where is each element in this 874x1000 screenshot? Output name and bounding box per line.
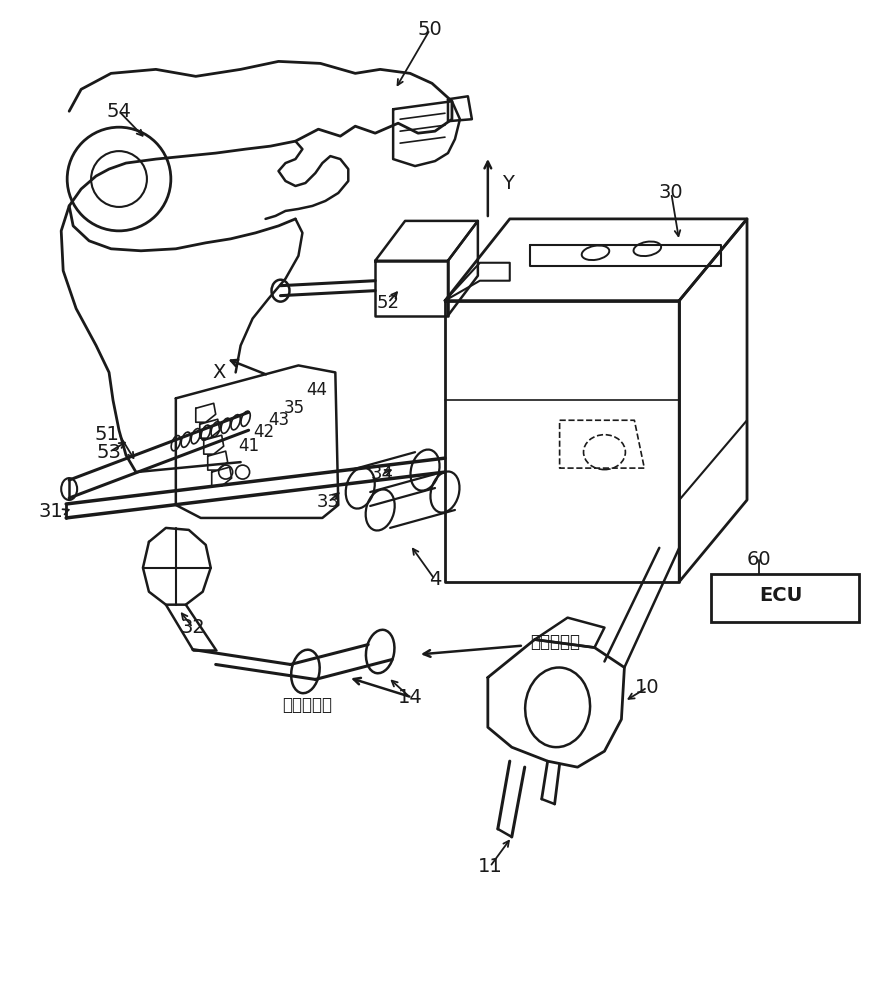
Text: 正旋转方向: 正旋转方向	[282, 696, 332, 714]
Text: 30: 30	[659, 183, 683, 202]
Polygon shape	[393, 101, 460, 166]
Text: 35: 35	[284, 399, 305, 417]
Text: 44: 44	[306, 381, 327, 399]
Text: X: X	[212, 363, 225, 382]
Text: 54: 54	[107, 102, 131, 121]
Text: 50: 50	[418, 20, 442, 39]
Bar	[711, 574, 858, 622]
Text: 逆旋转方向: 逆旋转方向	[530, 633, 579, 651]
Text: Y: Y	[502, 174, 514, 193]
Text: 32: 32	[180, 618, 205, 637]
Text: 31: 31	[38, 502, 63, 521]
Text: 34: 34	[371, 465, 393, 483]
Text: 14: 14	[398, 688, 422, 707]
Text: 43: 43	[268, 411, 289, 429]
Text: 60: 60	[746, 550, 771, 569]
Text: 4: 4	[429, 570, 441, 589]
Text: 51: 51	[94, 425, 119, 444]
Text: ECU: ECU	[760, 586, 802, 605]
Text: 42: 42	[253, 423, 274, 441]
Text: 41: 41	[238, 437, 260, 455]
Text: 11: 11	[477, 857, 503, 876]
Text: 53: 53	[97, 443, 121, 462]
Text: 52: 52	[377, 294, 399, 312]
Text: 33: 33	[317, 493, 340, 511]
Text: 10: 10	[635, 678, 660, 697]
